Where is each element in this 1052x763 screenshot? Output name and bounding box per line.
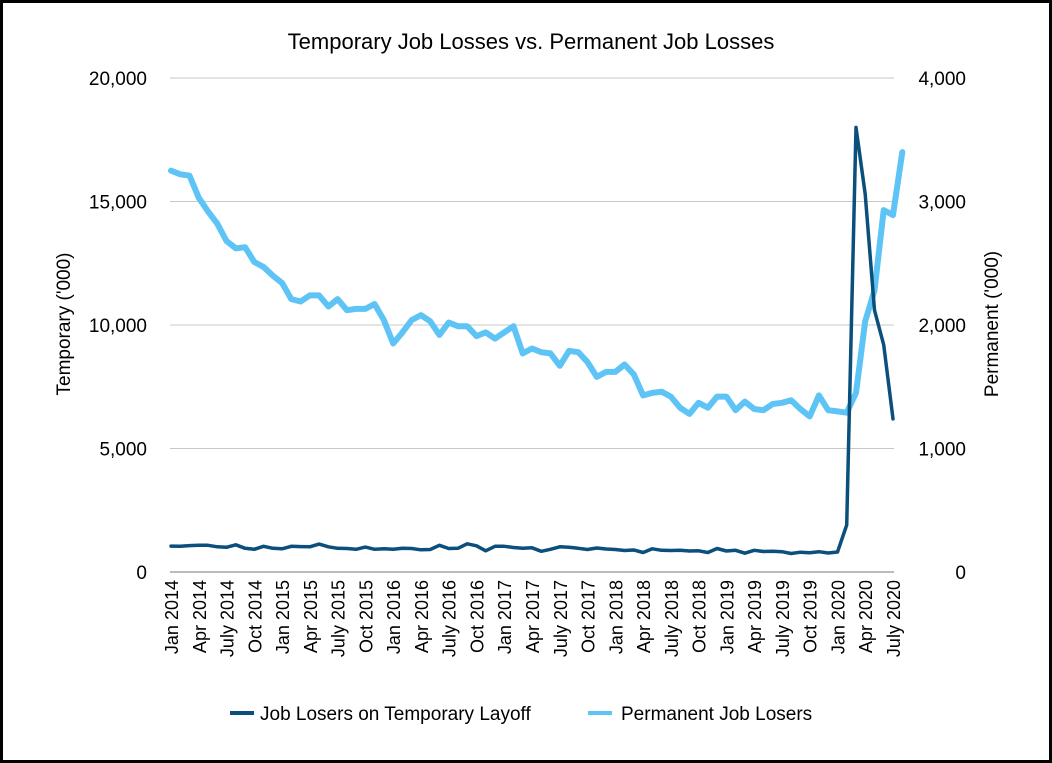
x-tick-label: Jan 2020 (828, 580, 848, 654)
x-tick-label: Apr 2017 (523, 580, 543, 653)
x-tick-label: July 2020 (884, 580, 904, 657)
right-tick-label: 2,000 (918, 316, 966, 337)
x-tick-label: Oct 2018 (690, 580, 710, 653)
left-tick-label: 5,000 (99, 440, 147, 461)
x-tick-label: Apr 2016 (412, 580, 432, 653)
series-lines (168, 125, 906, 556)
x-tick-label: July 2018 (662, 580, 682, 657)
x-tick-label: July 2016 (440, 580, 460, 657)
right-tick-label: 0 (955, 563, 966, 584)
x-tick-label: Apr 2020 (856, 580, 876, 653)
x-tick-label: Oct 2019 (801, 580, 821, 653)
x-tick-label: Apr 2014 (190, 580, 210, 653)
right-tick-label: 3,000 (918, 193, 966, 214)
x-tick-label: Oct 2015 (356, 580, 376, 653)
x-tick-label: July 2017 (551, 580, 571, 657)
x-tick-label: Jan 2018 (606, 580, 626, 654)
left-axis-ticks: 0 5,000 10,000 15,000 20,000 (89, 69, 147, 584)
x-tick-label: Jan 2016 (384, 580, 404, 654)
x-tick-label: Jan 2019 (717, 580, 737, 654)
left-tick-label: 10,000 (89, 316, 147, 337)
x-axis-ticks: Jan 2014 Apr 2014 July 2014 Oct 2014 Jan 201… (162, 580, 904, 657)
x-tick-label: Jan 2015 (273, 580, 293, 654)
x-tick-label: Oct 2017 (579, 580, 599, 653)
left-tick-label: 20,000 (89, 69, 147, 90)
left-axis-label: Temporary ('000) (54, 252, 75, 395)
x-tick-label: Apr 2015 (301, 580, 321, 653)
x-tick-label: Apr 2018 (634, 580, 654, 653)
gridlines (170, 77, 894, 573)
right-tick-label: 1,000 (918, 440, 966, 461)
left-tick-label: 15,000 (89, 193, 147, 214)
x-tick-label: Apr 2019 (745, 580, 765, 653)
left-tick-label: 0 (136, 563, 147, 584)
chart-title: Temporary Job Losses vs. Permanent Job L… (288, 29, 775, 54)
right-axis-label: Permanent ('000) (982, 251, 1003, 397)
x-tick-label: Oct 2016 (467, 580, 487, 653)
right-axis-ticks: 0 1,000 2,000 3,000 4,000 (918, 69, 966, 584)
x-tick-label: Oct 2014 (245, 580, 265, 653)
legend-label-temporary: Job Losers on Temporary Layoff (260, 704, 531, 725)
series-line-permanent (168, 149, 906, 420)
x-tick-label: July 2014 (218, 580, 238, 657)
x-tick-label: Jan 2017 (495, 580, 515, 654)
x-tick-label: July 2019 (773, 580, 793, 657)
legend-label-permanent: Permanent Job Losers (621, 704, 812, 725)
legend: Job Losers on Temporary Layoff Permanent… (230, 704, 812, 725)
x-tick-label: July 2015 (329, 580, 349, 657)
x-tick-label: Jan 2014 (162, 580, 182, 654)
right-tick-label: 4,000 (918, 69, 966, 90)
series-line-temporary (169, 125, 895, 556)
